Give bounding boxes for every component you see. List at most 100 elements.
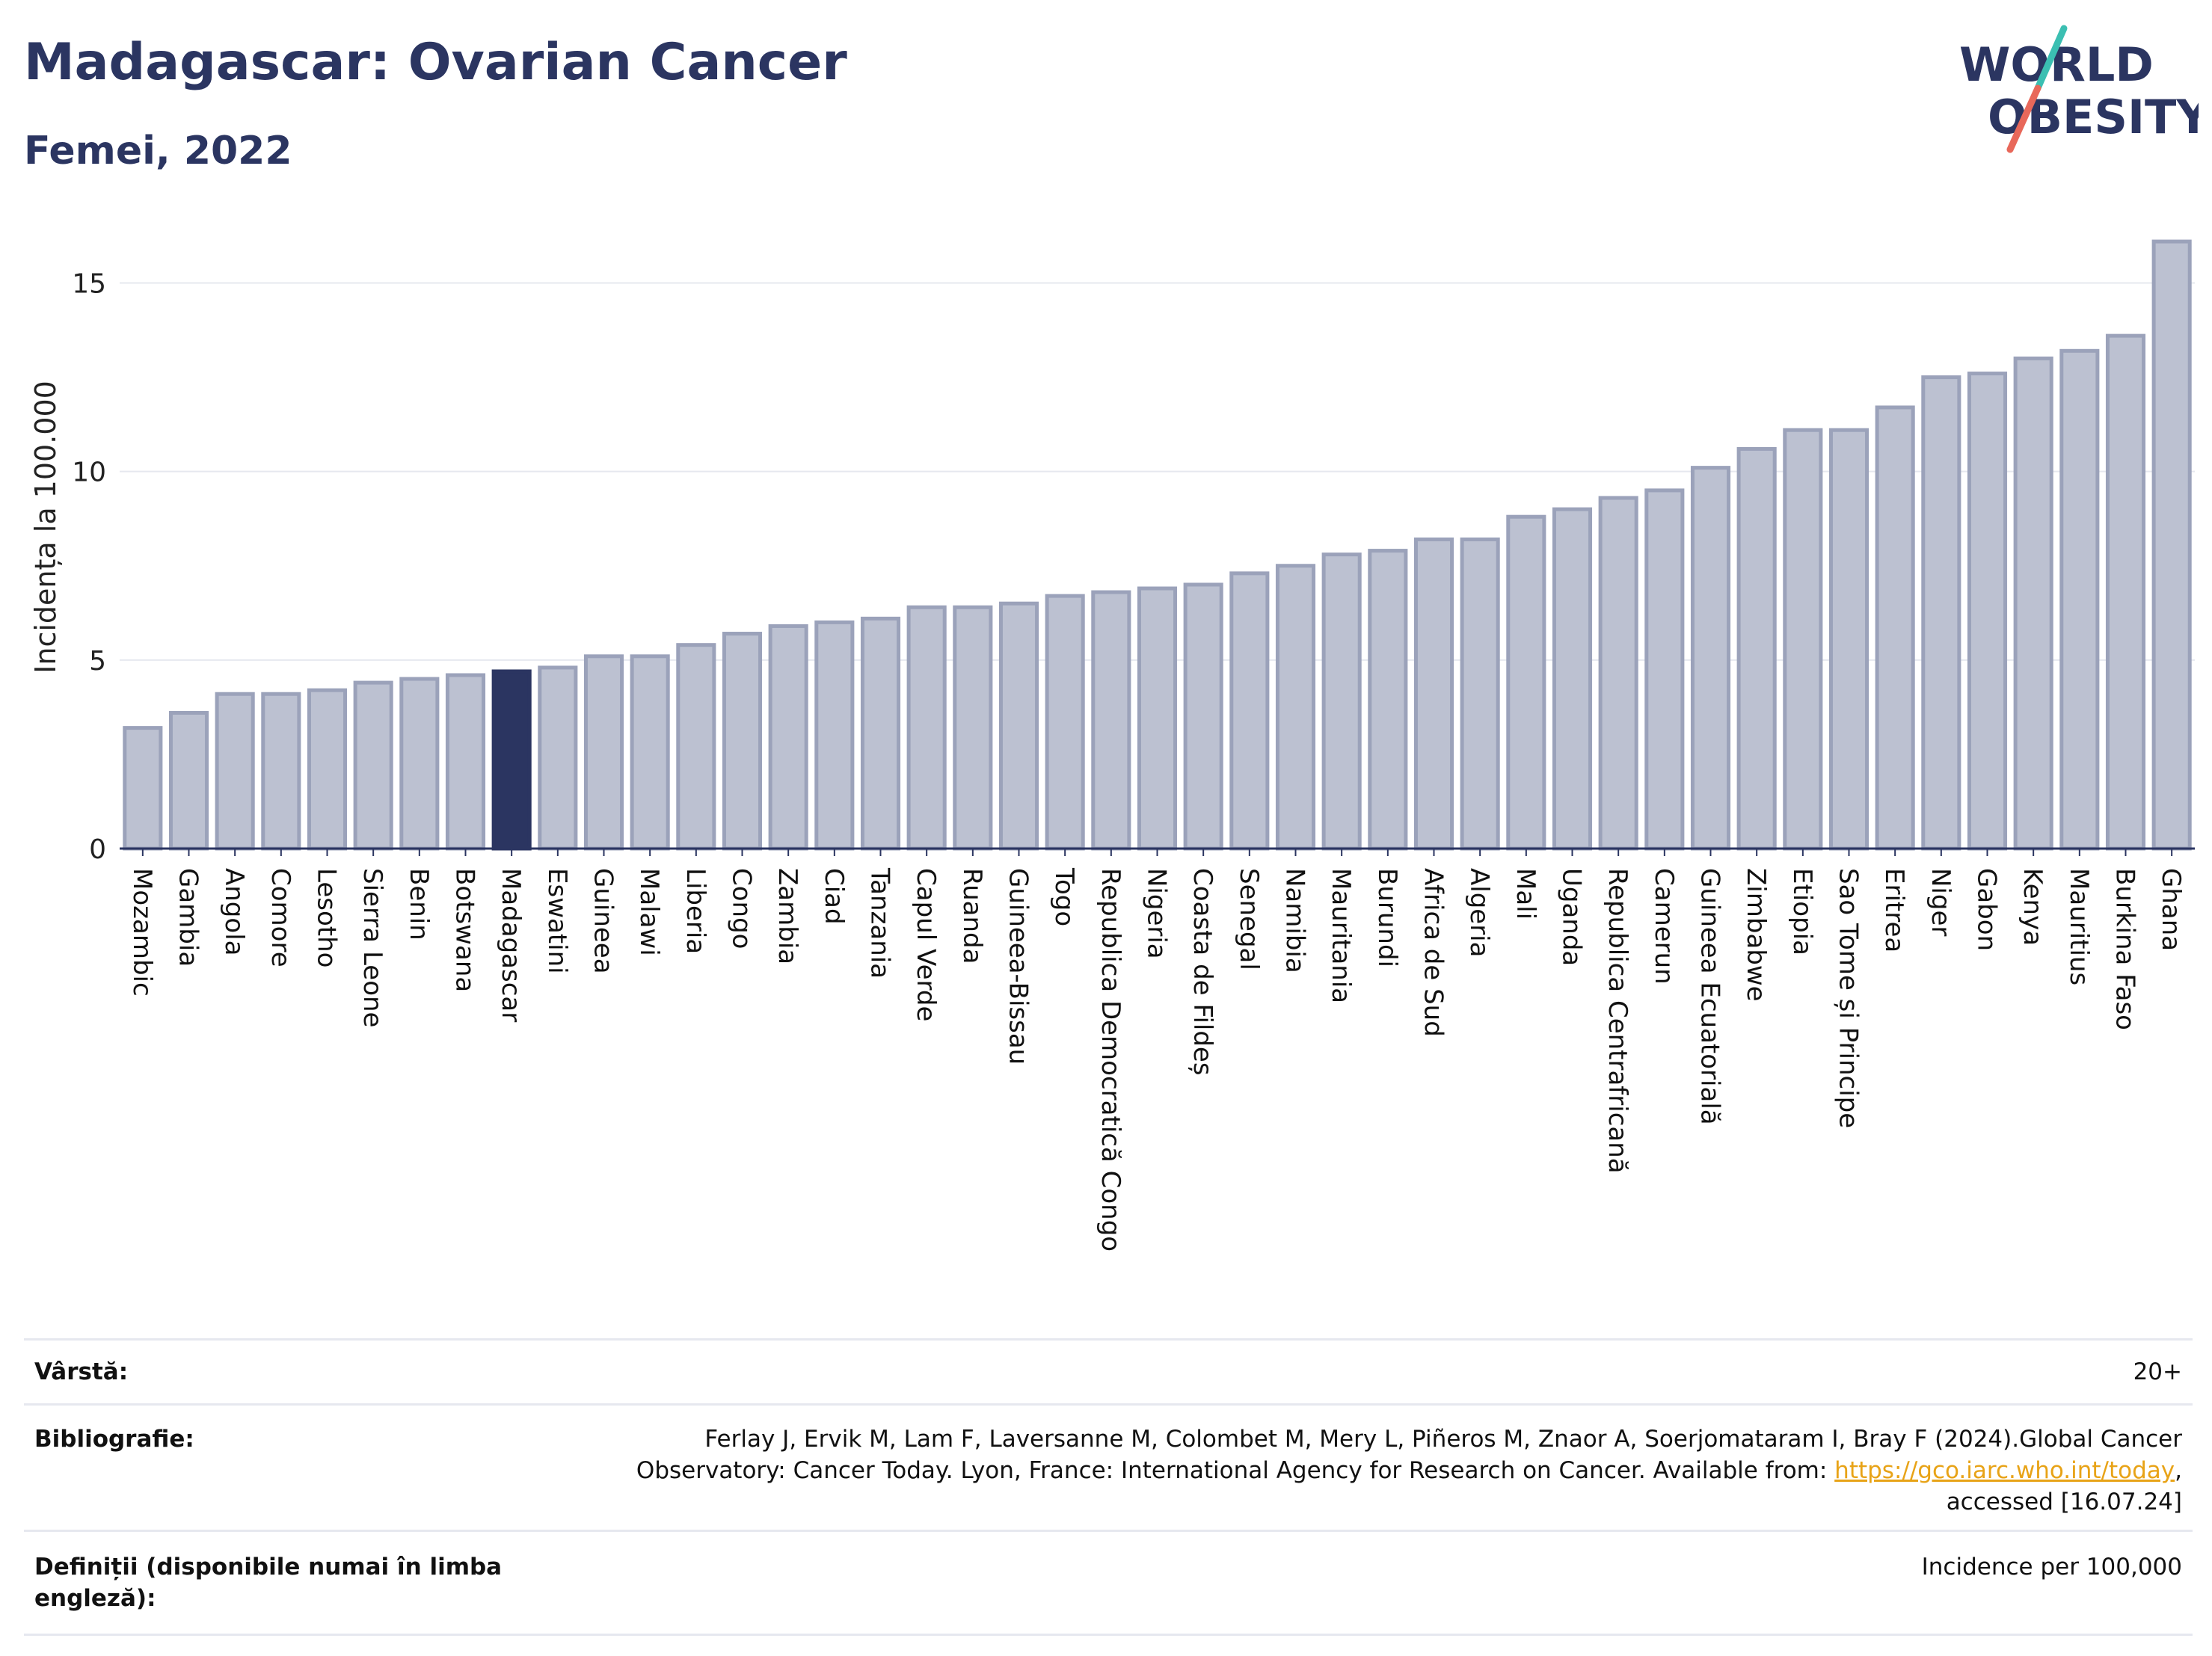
x-tick-label: Algeria <box>1464 868 1494 957</box>
x-tick-label: Gabon <box>1972 868 2002 951</box>
bar-algeria <box>1460 537 1500 851</box>
bar-camerun <box>1644 488 1685 851</box>
bar-chart: 0 5 10 15 Mozambic Gambia Angola Comore Lesotho… <box>29 239 2195 1252</box>
x-tick-label: Lesotho <box>312 868 342 967</box>
bar-angola <box>215 692 255 851</box>
bar-mauritania <box>1321 552 1362 851</box>
y-tick-label: 15 <box>72 269 106 300</box>
x-tick-label: Republica Centrafricană <box>1603 868 1632 1174</box>
bar-kenya <box>2013 356 2053 851</box>
x-tick-label: Kenya <box>2018 868 2047 946</box>
bar-mauritius <box>2059 348 2100 851</box>
x-tick-label: Africa de Sud <box>1419 868 1448 1037</box>
y-axis-label: Incidența la 100.000 <box>29 381 62 674</box>
bibliography-link[interactable]: https://gco.iarc.who.int/today <box>1834 1457 2175 1484</box>
world-obesity-logo: WORLD OBESITY <box>1959 25 2199 153</box>
bar-coasta-de-filde- <box>1183 582 1223 851</box>
bar-niger <box>1921 375 1961 851</box>
bar-liberia <box>676 643 716 851</box>
x-tick-label: Ruanda <box>957 868 987 964</box>
bar-guineea-bissau <box>998 601 1039 851</box>
x-tick-label: Eswatini <box>542 868 572 974</box>
x-tick-label: Malawi <box>634 868 664 956</box>
footer-row-bibliography: Bibliografie: Ferlay J, Ervik M, Lam F, … <box>24 1403 2193 1530</box>
x-tick-label: Ciad <box>819 868 849 925</box>
x-tick-label: Senegal <box>1234 868 1264 970</box>
bibliography-label: Bibliografie: <box>34 1426 194 1453</box>
x-tick-label: Congo <box>727 868 757 949</box>
bar-nigeria <box>1137 586 1178 851</box>
x-tick-label: Mozambic <box>127 868 157 997</box>
y-axis-ticks: 0 5 10 15 <box>72 269 106 865</box>
bibliography-text: Ferlay J, Ervik M, Lam F, Laversanne M, … <box>612 1423 2193 1518</box>
x-tick-label: Gambia <box>173 868 203 967</box>
x-tick-label: Eritrea <box>1879 868 1909 952</box>
footer-row-definitions: Definiții (disponibile numai în limba en… <box>24 1530 2193 1636</box>
definitions-value: Incidence per 100,000 <box>1921 1554 2182 1580</box>
x-tick-label: Niger <box>1926 868 1956 936</box>
x-tick-label: Capul Verde <box>911 868 941 1021</box>
x-tick-label: Zimbabwe <box>1741 868 1771 1002</box>
x-tick-label: Togo <box>1049 867 1079 926</box>
x-tick-label: Sierra Leone <box>357 868 387 1027</box>
bar-guineea <box>583 654 624 851</box>
footer-table: Vârstă: 20+ Bibliografie: Ferlay J, Ervi… <box>24 1338 2193 1636</box>
bars <box>123 239 2192 851</box>
logo-slash-coral <box>2006 84 2042 153</box>
x-tick-label: Burkina Faso <box>2110 868 2140 1030</box>
bar-lesotho <box>307 688 348 851</box>
x-tick-label: Mali <box>1511 868 1540 920</box>
bar-namibia <box>1275 564 1316 851</box>
bar-gambia <box>168 710 209 851</box>
bar-burkina-faso <box>2105 333 2146 851</box>
x-tick-label: Burundi <box>1372 868 1402 967</box>
bar-congo <box>722 632 763 851</box>
bar-benin <box>399 677 440 851</box>
x-tick-label: Sao Tome și Principe <box>1834 868 1864 1128</box>
bar-madagascar <box>491 669 532 851</box>
x-tick-label: Angola <box>219 868 249 955</box>
bar-etiopia <box>1783 428 1823 851</box>
age-label: Vârstă: <box>34 1358 129 1385</box>
x-tick-label: Comore <box>265 868 295 967</box>
x-tick-label: Mauritius <box>2064 868 2094 985</box>
bar-tanzania <box>860 616 901 851</box>
bar-republica-democratic-congo <box>1091 590 1131 851</box>
y-tick-label: 5 <box>89 646 106 677</box>
bar-zambia <box>768 624 808 851</box>
bar-sao-tome-i-principe <box>1828 428 1870 851</box>
x-tick-label: Coasta de Fildeș <box>1188 868 1217 1076</box>
bar-zimbabwe <box>1736 446 1777 851</box>
x-tick-label: Namibia <box>1280 868 1310 973</box>
bar-gabon <box>1967 372 2008 851</box>
x-tick-label: Camerun <box>1649 868 1679 985</box>
page-title: Madagascar: Ovarian Cancer <box>24 33 847 92</box>
x-tick-label: Guineea-Bissau <box>1004 868 1033 1065</box>
x-tick-label: Botswana <box>450 868 480 992</box>
x-tick-label: Tanzania <box>865 867 895 979</box>
bar-eswatini <box>538 665 578 851</box>
bar-mali <box>1506 514 1546 851</box>
x-tick-label: Ghana <box>2156 868 2186 951</box>
bar-burundi <box>1368 549 1408 851</box>
bar-mozambic <box>123 726 163 851</box>
bar-uganda <box>1552 507 1593 851</box>
x-tick-label: Guineea <box>589 868 618 974</box>
bar-eritrea <box>1875 405 1915 851</box>
bar-comore <box>261 692 301 851</box>
bibliography-text-1: Ferlay J, Ervik M, Lam F, Laversanne M, … <box>636 1426 2182 1484</box>
y-tick-label: 10 <box>72 458 106 488</box>
x-tick-label: Benin <box>404 868 434 941</box>
x-tick-label: Uganda <box>1557 868 1587 966</box>
x-tick-label: Guineea Ecuatorială <box>1695 868 1725 1125</box>
page-subtitle: Femei, 2022 <box>24 129 292 173</box>
bar-africa-de-sud <box>1413 537 1454 851</box>
bar-republica-centrafrican- <box>1598 496 1638 851</box>
definitions-label: Definiții (disponibile numai în limba en… <box>34 1554 503 1612</box>
bar-sierra-leone <box>353 680 393 851</box>
x-tick-label: Republica Democratică Congo <box>1096 868 1125 1252</box>
bar-ghana <box>2151 239 2192 851</box>
bar-ciad <box>814 620 855 851</box>
y-tick-label: 0 <box>89 834 106 865</box>
x-tick-label: Etiopia <box>1787 868 1817 955</box>
